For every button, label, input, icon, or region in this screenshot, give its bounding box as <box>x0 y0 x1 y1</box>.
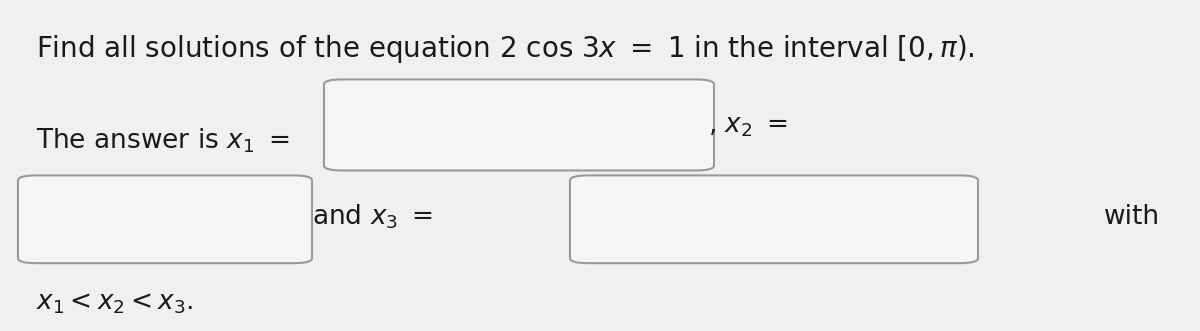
Text: , $x_2$ $=$: , $x_2$ $=$ <box>708 113 787 139</box>
Text: $x_1 < x_2 < x_3.$: $x_1 < x_2 < x_3.$ <box>36 290 193 316</box>
Text: Find all solutions of the equation 2 cos 3$x$ $=$ 1 in the interval $[0, \pi)$.: Find all solutions of the equation 2 cos… <box>36 33 974 65</box>
Text: and $x_3$ $=$: and $x_3$ $=$ <box>312 203 433 231</box>
Text: with: with <box>1104 204 1160 230</box>
FancyBboxPatch shape <box>570 175 978 263</box>
Text: The answer is $x_1$ $=$: The answer is $x_1$ $=$ <box>36 126 289 155</box>
FancyBboxPatch shape <box>324 79 714 170</box>
FancyBboxPatch shape <box>18 175 312 263</box>
